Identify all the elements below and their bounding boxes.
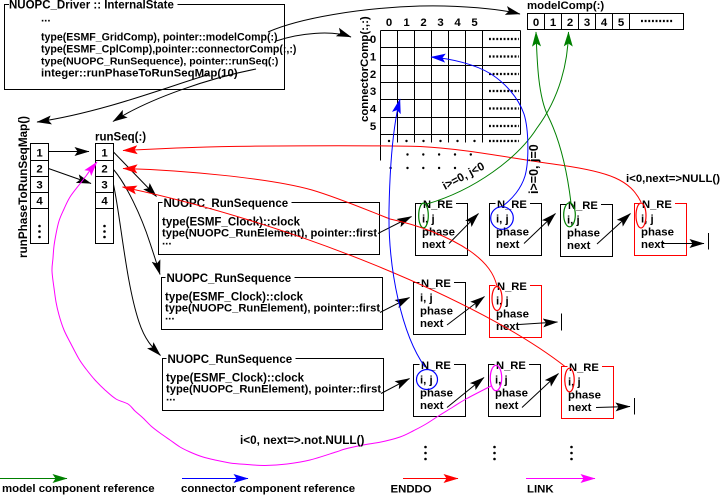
svg-text:runSeq(:): runSeq(:) xyxy=(95,132,146,144)
svg-text:model component reference: model component reference xyxy=(2,483,155,495)
svg-text:...: ... xyxy=(166,392,176,404)
svg-text:type(ESMF_Clock)::clock: type(ESMF_Clock)::clock xyxy=(165,292,304,304)
svg-text:i<0,next=>NULL(): i<0,next=>NULL() xyxy=(626,173,720,185)
svg-text:4: 4 xyxy=(101,196,108,208)
svg-text:phase: phase xyxy=(496,309,529,321)
svg-text:phase: phase xyxy=(568,390,601,402)
svg-text:type(NUOPC_RunElement), pointe: type(NUOPC_RunElement), pointer::first xyxy=(166,384,381,396)
svg-text:1: 1 xyxy=(403,17,410,29)
svg-text:N_RE: N_RE xyxy=(642,199,672,211)
svg-text:N_RE: N_RE xyxy=(421,278,451,290)
svg-text:3: 3 xyxy=(437,17,443,29)
svg-text:N_RE: N_RE xyxy=(569,362,599,374)
svg-text:runPhaseToRunSeqMap(): runPhaseToRunSeqMap() xyxy=(17,116,30,258)
svg-text:4: 4 xyxy=(601,17,608,29)
svg-text:i, j: i, j xyxy=(420,293,433,305)
svg-text:4: 4 xyxy=(454,17,461,29)
svg-text:phase: phase xyxy=(641,227,674,239)
svg-text:...: ... xyxy=(165,311,175,323)
svg-text:i, j: i, j xyxy=(641,214,654,226)
svg-text:modelComp(:): modelComp(:) xyxy=(527,0,604,12)
svg-text:5: 5 xyxy=(370,121,377,133)
svg-text:NUOPC_RunSequence: NUOPC_RunSequence xyxy=(167,273,292,285)
svg-text:phase: phase xyxy=(422,227,455,239)
svg-text:i>=0, j<0: i>=0, j<0 xyxy=(441,161,487,193)
svg-text:integer::runPhaseToRunSeqMap(1: integer::runPhaseToRunSeqMap(10) xyxy=(41,68,238,80)
svg-text:2: 2 xyxy=(420,17,426,29)
svg-text:type(ESMF_Clock)::clock: type(ESMF_Clock)::clock xyxy=(166,373,305,385)
svg-text:3: 3 xyxy=(36,180,42,192)
svg-text:i<0, next=>.not.NULL(): i<0, next=>.not.NULL() xyxy=(240,434,364,447)
svg-text:NUOPC_Driver :: InternalState: NUOPC_Driver :: InternalState xyxy=(9,0,174,12)
svg-text:5: 5 xyxy=(618,17,625,29)
svg-text:N_RE: N_RE xyxy=(423,199,453,211)
svg-text:0: 0 xyxy=(370,34,376,46)
svg-text:N_RE: N_RE xyxy=(497,281,527,293)
svg-text:phase: phase xyxy=(420,388,453,400)
svg-text:phase: phase xyxy=(496,227,529,239)
svg-text:1: 1 xyxy=(101,148,108,160)
svg-text:i>=0, j=0: i>=0, j=0 xyxy=(527,144,541,194)
svg-text:5: 5 xyxy=(471,17,478,29)
svg-text:N_RE: N_RE xyxy=(497,199,527,211)
svg-text:phase: phase xyxy=(495,388,528,400)
svg-text:connectorComp(:,:): connectorComp(:,:) xyxy=(359,16,371,122)
svg-text:phase: phase xyxy=(567,228,600,240)
svg-text:N_RE: N_RE xyxy=(496,360,526,372)
svg-text:i, j: i, j xyxy=(420,375,433,387)
svg-text:next: next xyxy=(496,239,520,251)
svg-text:3: 3 xyxy=(584,17,590,29)
svg-text:0: 0 xyxy=(533,17,539,29)
svg-text:type(NUOPC_RunElement), pointe: type(NUOPC_RunElement), pointer::first xyxy=(162,228,377,240)
svg-text:4: 4 xyxy=(36,196,43,208)
svg-text:3: 3 xyxy=(101,180,107,192)
svg-text:type(NUOPC_RunElement), pointe: type(NUOPC_RunElement), pointer::first xyxy=(165,303,380,315)
svg-text:next: next xyxy=(568,402,592,414)
svg-text:2: 2 xyxy=(370,69,376,81)
svg-text:2: 2 xyxy=(567,17,573,29)
svg-text:connector component reference: connector component reference xyxy=(181,483,355,495)
svg-text:next: next xyxy=(567,240,591,252)
svg-text:0: 0 xyxy=(386,17,392,29)
svg-text:next: next xyxy=(420,318,444,330)
svg-text:N_RE: N_RE xyxy=(568,200,598,212)
svg-text:1: 1 xyxy=(36,148,43,160)
svg-text:ENDDO: ENDDO xyxy=(391,484,432,495)
svg-text:i, j: i, j xyxy=(567,215,580,227)
svg-text:next: next xyxy=(495,400,519,412)
svg-text:1: 1 xyxy=(550,17,557,29)
svg-text:type(ESMF_CplComp),pointer::co: type(ESMF_CplComp),pointer::connectorCom… xyxy=(41,44,296,56)
svg-text:phase: phase xyxy=(420,306,453,318)
svg-text:NUOPC_RunSequence: NUOPC_RunSequence xyxy=(168,354,293,366)
svg-text:type(NUOPC_RunSequence), point: type(NUOPC_RunSequence), pointer::runSeq… xyxy=(41,56,278,68)
svg-text:LINK: LINK xyxy=(527,484,554,495)
svg-text:3: 3 xyxy=(370,86,376,98)
svg-text:type(ESMF_GridComp), pointer::: type(ESMF_GridComp), pointer::modelComp(… xyxy=(41,32,278,44)
svg-text:2: 2 xyxy=(101,164,107,176)
svg-text:1: 1 xyxy=(370,52,377,64)
svg-text:N_RE: N_RE xyxy=(421,360,451,372)
svg-text:i, j: i, j xyxy=(496,214,509,226)
svg-text:...: ... xyxy=(162,236,172,248)
svg-text:next: next xyxy=(422,239,446,251)
svg-text:4: 4 xyxy=(370,104,377,116)
svg-text:NUOPC_RunSequence: NUOPC_RunSequence xyxy=(164,198,289,210)
svg-text:2: 2 xyxy=(36,164,42,176)
svg-text:next: next xyxy=(641,239,665,251)
svg-text:next: next xyxy=(420,400,444,412)
svg-text:...: ... xyxy=(41,13,51,25)
svg-text:next: next xyxy=(496,321,520,333)
